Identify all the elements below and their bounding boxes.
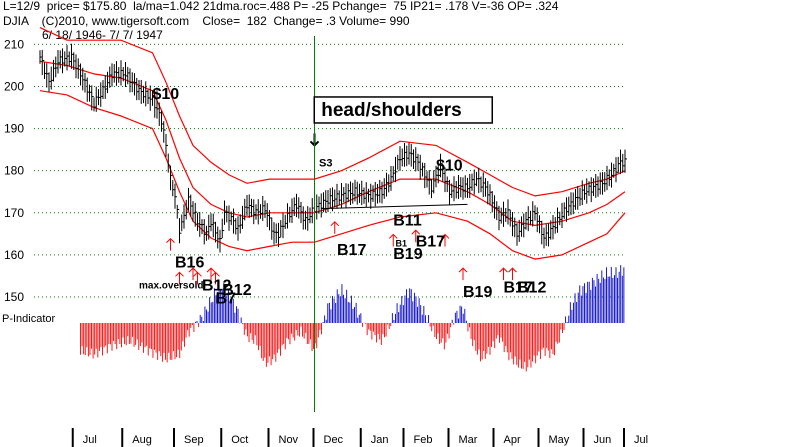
buy-arrow bbox=[499, 267, 508, 281]
signal-arrows bbox=[166, 133, 517, 285]
month-tick bbox=[220, 428, 223, 447]
p-indicator: P-Indicator bbox=[2, 265, 625, 372]
buy-arrow bbox=[411, 229, 421, 243]
month-tick bbox=[121, 428, 124, 447]
month-tick bbox=[582, 428, 585, 447]
y-axis: 150 160 170 180 190 200 210 bbox=[4, 37, 24, 304]
callout-text: head/shoulders bbox=[321, 100, 461, 121]
y-tick-label: 210 bbox=[4, 37, 24, 51]
callout-box bbox=[313, 96, 493, 124]
y-tick-label: 200 bbox=[4, 80, 24, 94]
month-label: Jan bbox=[371, 434, 389, 446]
month-tick bbox=[173, 428, 175, 447]
p-indicator-label: P-Indicator bbox=[2, 313, 56, 325]
month-tick bbox=[71, 428, 74, 447]
month-axis: Jul Aug Sep Oct Nov Dec Jan Feb Mar Apr May Jun Jul bbox=[71, 428, 648, 447]
month-label: Jul bbox=[83, 434, 97, 446]
month-label: Apr bbox=[504, 434, 521, 446]
neckline bbox=[321, 203, 468, 210]
signal-label: B17 bbox=[337, 242, 366, 259]
y-tick-label: 190 bbox=[4, 122, 24, 136]
signal-label: B7 bbox=[216, 290, 237, 307]
month-tick bbox=[447, 428, 450, 447]
signal-label: B16 bbox=[175, 254, 204, 271]
buy-arrow bbox=[193, 271, 202, 285]
month-label: Dec bbox=[324, 434, 344, 446]
signal-label: B17 bbox=[504, 280, 533, 297]
signal-label: B12 bbox=[222, 282, 251, 299]
y-tick-label: 160 bbox=[4, 248, 24, 262]
y-tick-label: 170 bbox=[4, 206, 24, 220]
neckline-line bbox=[321, 203, 468, 210]
buy-arrow bbox=[508, 267, 517, 281]
month-label: Feb bbox=[414, 434, 433, 446]
buy-arrow bbox=[188, 267, 198, 281]
month-tick bbox=[267, 428, 270, 447]
buy-arrow bbox=[166, 237, 175, 251]
buy-arrow bbox=[440, 233, 450, 247]
month-label: May bbox=[549, 434, 570, 446]
y-tick-label: 180 bbox=[4, 164, 24, 178]
buy-arrow bbox=[175, 271, 184, 285]
signal-label: $10 bbox=[153, 86, 180, 103]
header-line-3: 6/ 18/ 1946- 7/ 7/ 1947 bbox=[42, 28, 163, 42]
buy-arrow bbox=[211, 271, 220, 285]
header-line-2: DJIA (C)2010, www.tigersoft.com Close= 1… bbox=[3, 14, 410, 28]
month-tick bbox=[359, 428, 362, 447]
price-bars bbox=[39, 43, 627, 253]
month-label: Sep bbox=[184, 434, 204, 446]
buy-arrow bbox=[388, 233, 398, 247]
month-tick bbox=[402, 428, 405, 447]
month-tick bbox=[537, 428, 540, 447]
head-shoulders-callout: head/shoulders bbox=[313, 96, 493, 124]
signal-label: B19 bbox=[393, 246, 422, 263]
month-label: Oct bbox=[231, 434, 248, 446]
month-label: Mar bbox=[459, 434, 478, 446]
band-line-3 bbox=[39, 90, 626, 260]
y-tick-label: 150 bbox=[4, 290, 24, 304]
buy-arrow bbox=[330, 221, 340, 234]
buy-arrow bbox=[458, 267, 468, 281]
signal-label: B1 bbox=[396, 238, 408, 248]
signal-label: B11 bbox=[393, 212, 422, 229]
month-label: Nov bbox=[279, 434, 299, 446]
signal-labels: $10$10B16max.oversoldB12B12B7S3B17B11B19… bbox=[139, 86, 546, 307]
month-label: Jul bbox=[634, 434, 648, 446]
month-tick bbox=[312, 428, 315, 447]
band-line-1 bbox=[39, 27, 626, 197]
signal-label: S3 bbox=[319, 157, 332, 169]
signal-label: B17 bbox=[416, 233, 445, 250]
signal-label: $10 bbox=[436, 158, 463, 175]
header-line-1: L=12/9 price= $175.80 la/ma=1.042 21dma.… bbox=[3, 0, 559, 13]
signal-label: B12 bbox=[202, 278, 231, 295]
signal-label: B19 bbox=[463, 284, 492, 301]
month-label: Aug bbox=[132, 434, 152, 446]
month-label: Jun bbox=[594, 434, 612, 446]
month-tick bbox=[623, 428, 625, 447]
buy-arrow bbox=[206, 267, 216, 281]
month-tick bbox=[492, 428, 495, 447]
signal-label: max.oversold bbox=[139, 281, 203, 292]
signal-label: B12 bbox=[517, 280, 546, 297]
